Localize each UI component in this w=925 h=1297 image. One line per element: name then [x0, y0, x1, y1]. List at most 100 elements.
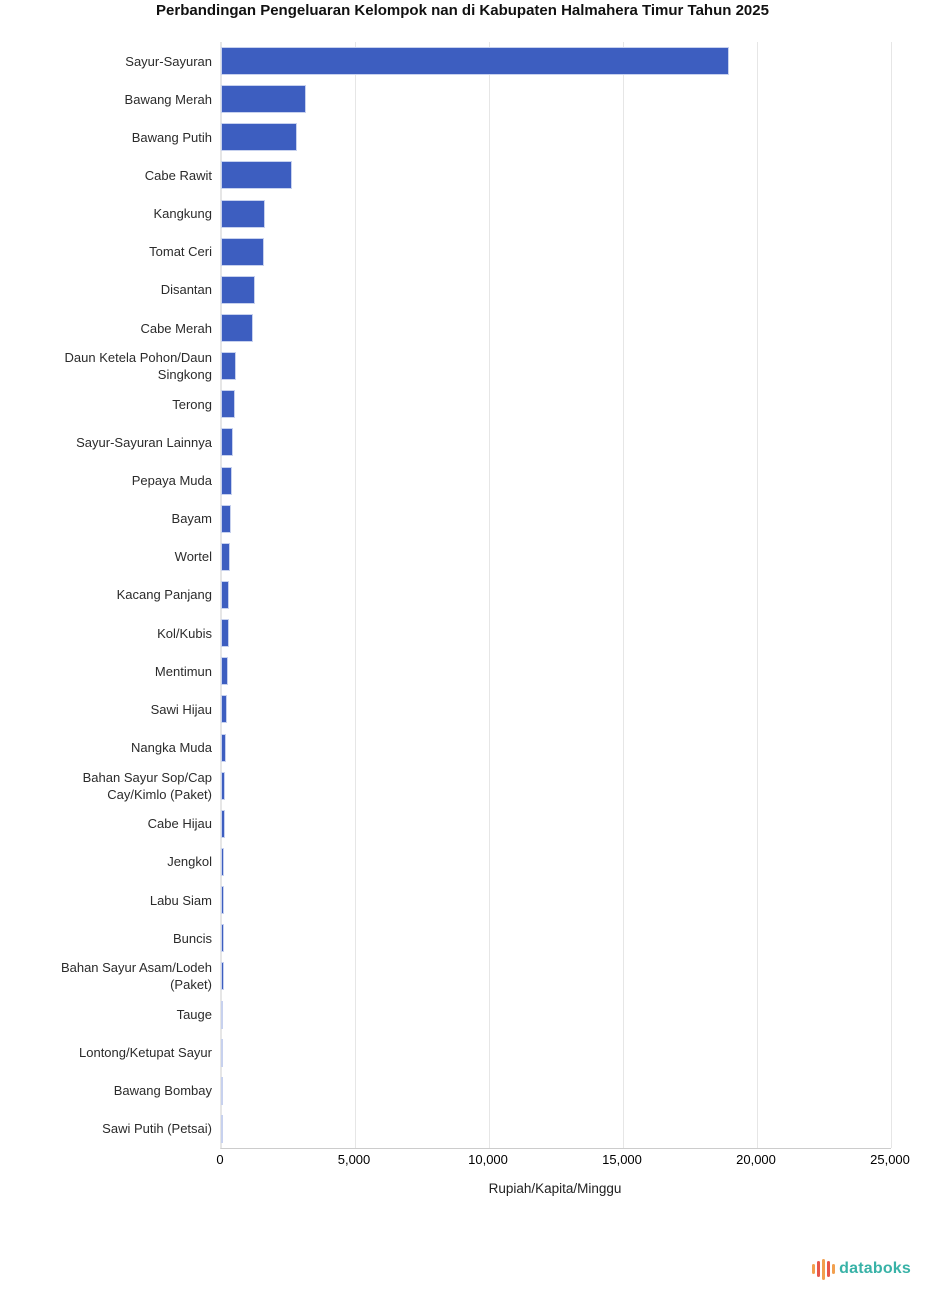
bar-row — [221, 423, 891, 461]
bar-row — [221, 1034, 891, 1072]
bar — [221, 161, 293, 190]
bar — [221, 466, 232, 495]
category-label: Tauge — [176, 1007, 212, 1022]
bar-row — [221, 652, 891, 690]
bar — [221, 123, 298, 152]
bar-row — [221, 309, 891, 347]
logo-bar — [832, 1264, 836, 1274]
bar-row — [221, 118, 891, 156]
databoks-logo-icon — [812, 1257, 836, 1281]
bar — [221, 886, 225, 915]
bar — [221, 504, 231, 533]
bar — [221, 47, 729, 76]
bar — [221, 1038, 223, 1067]
bar-row — [221, 1110, 891, 1148]
bar-row — [221, 500, 891, 538]
bar — [221, 619, 229, 648]
bar — [221, 580, 230, 609]
gridline — [489, 42, 490, 1148]
category-label: Sayur-Sayuran Lainnya — [76, 434, 212, 450]
category-label: Disantan — [160, 282, 212, 298]
bar-row — [221, 347, 891, 385]
bar-row — [221, 767, 891, 805]
category-label: Labu Siam — [149, 892, 212, 908]
bar-row — [221, 690, 891, 728]
bar-row — [221, 42, 891, 80]
bar — [221, 275, 255, 304]
category-label: Pepaya Muda — [131, 473, 212, 489]
gridline — [623, 42, 624, 1148]
x-tick-label: 15,000 — [602, 1152, 642, 1167]
category-label: Bawang Bombay — [113, 1083, 212, 1099]
bar-row — [221, 957, 891, 995]
bar — [221, 542, 231, 571]
gridline — [891, 42, 892, 1148]
category-label: Bawang Putih — [131, 129, 212, 145]
bar-row — [221, 538, 891, 576]
bar — [221, 809, 226, 838]
bar — [221, 352, 237, 381]
category-label: Mentimun — [154, 663, 212, 679]
chart-title: Perbandingan Pengeluaran Kelompok nan di… — [156, 2, 769, 19]
bar-row — [221, 919, 891, 957]
x-tick-label: 5,000 — [337, 1152, 371, 1167]
bar — [221, 847, 225, 876]
plot-area — [220, 42, 892, 1149]
category-label: Cabe Rawit — [144, 167, 212, 183]
category-label: Kacang Panjang — [116, 587, 212, 603]
bar — [221, 428, 233, 457]
x-tick-label: 25,000 — [870, 1152, 910, 1167]
bar-row — [221, 728, 891, 766]
category-label: Cabe Hijau — [147, 816, 212, 832]
bar — [221, 657, 229, 686]
category-label: Kangkung — [153, 206, 212, 222]
bar-row — [221, 576, 891, 614]
bar — [221, 695, 227, 724]
bar — [221, 962, 224, 991]
logo-bar — [827, 1261, 831, 1277]
x-tick-label: 10,000 — [468, 1152, 508, 1167]
category-label: Sawi Putih (Petsai) — [102, 1121, 212, 1137]
category-label: Bayam — [171, 511, 212, 527]
category-label: Sawi Hijau — [150, 701, 212, 717]
logo-bar — [812, 1264, 816, 1274]
bar — [221, 390, 235, 419]
bar — [221, 771, 226, 800]
bar-row — [221, 156, 891, 194]
category-axis-labels: Sayur-Sayuran Bawang Merah Bawang Putih Cab… — [0, 42, 212, 1148]
category-label: Jengkol — [167, 854, 212, 870]
bar — [221, 733, 226, 762]
bar-row — [221, 843, 891, 881]
bar-row — [221, 614, 891, 652]
bar — [221, 1076, 223, 1105]
bar — [221, 237, 265, 266]
category-label: Nangka Muda — [131, 740, 212, 756]
category-label: Bawang Merah — [124, 91, 212, 107]
bar — [221, 924, 224, 953]
bar-row — [221, 195, 891, 233]
category-label: Tomat Ceri — [149, 244, 212, 260]
logo-bar — [822, 1258, 826, 1280]
bar-row — [221, 233, 891, 271]
x-tick-label: 20,000 — [736, 1152, 776, 1167]
logo-bar — [817, 1261, 821, 1277]
bar-row — [221, 1072, 891, 1110]
x-tick-label: 0 — [216, 1152, 224, 1167]
bar-row — [221, 462, 891, 500]
gridline — [355, 42, 356, 1148]
category-label: Kol/Kubis — [157, 625, 212, 641]
bar — [221, 85, 307, 114]
bar-row — [221, 271, 891, 309]
category-label: Sayur-Sayuran — [125, 53, 212, 69]
bar — [221, 1114, 223, 1143]
databoks-logo-text: databoks — [839, 1260, 911, 1277]
bar — [221, 199, 266, 228]
category-label: Terong — [172, 396, 212, 412]
bar-row — [221, 80, 891, 118]
gridline — [757, 42, 758, 1148]
x-axis-title: Rupiah/Kapita/Minggu — [488, 1181, 622, 1196]
bar — [221, 1000, 224, 1029]
bar-row — [221, 995, 891, 1033]
category-label: Buncis — [172, 930, 212, 946]
bar-row — [221, 385, 891, 423]
